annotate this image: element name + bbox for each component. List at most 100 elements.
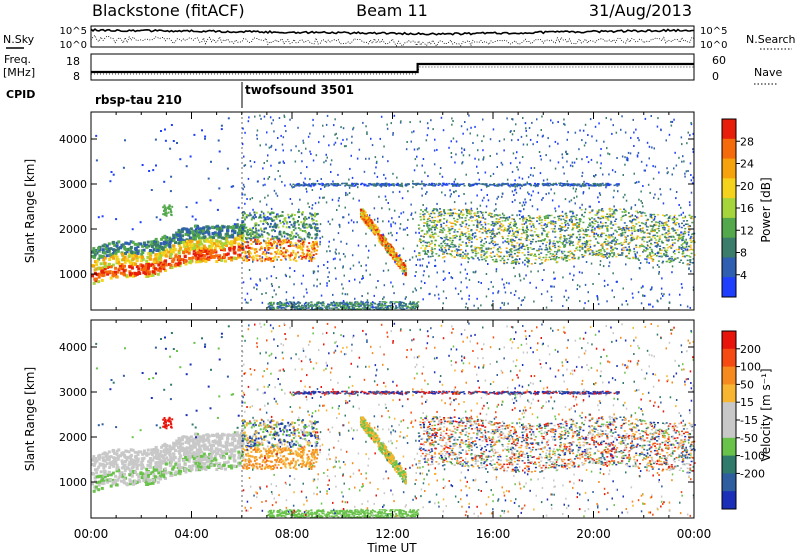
echo-cell (269, 304, 272, 307)
echo-cell (680, 244, 683, 246)
echo-cell (651, 217, 653, 219)
echo-cell (667, 240, 670, 242)
echo-cell (634, 257, 637, 260)
echo-cell (319, 243, 321, 246)
echo-cell (464, 235, 467, 238)
echo-cell (662, 260, 665, 263)
echo-cell (532, 223, 535, 225)
echo-cell (436, 220, 439, 222)
echo-cell (132, 274, 135, 278)
echo-cell (308, 257, 311, 260)
echo-cell (369, 226, 372, 229)
echo-cell (591, 252, 594, 254)
echo-cell (337, 308, 340, 310)
echo-cell (547, 216, 549, 218)
echo-cell (661, 226, 664, 229)
echo-cell (483, 183, 486, 186)
echo-cell (560, 236, 563, 238)
echo-cell (442, 183, 445, 186)
echo-cell (511, 218, 514, 220)
echo-cell (115, 255, 119, 259)
echo-cell (511, 185, 514, 187)
echo-cell (286, 250, 289, 253)
echo-cell (440, 242, 443, 245)
echo-cell (553, 242, 556, 245)
echo-cell (464, 268, 467, 271)
echo-cell (587, 183, 590, 185)
echo-cell (485, 231, 488, 233)
echo-cell (628, 242, 631, 244)
echo-cell (109, 247, 113, 251)
echo-cell (689, 244, 692, 247)
echo-cell (403, 269, 405, 272)
echo-cell (453, 256, 456, 258)
echo-cell (369, 227, 372, 230)
echo-cell (458, 215, 460, 217)
echo-cell (659, 249, 661, 251)
echo-cell (667, 247, 669, 249)
echo-cell (475, 247, 478, 249)
echo-cell (531, 234, 534, 236)
echo-cell (679, 234, 682, 236)
echo-cell (187, 233, 191, 237)
echo-cell (468, 224, 471, 227)
echo-cell (402, 308, 405, 310)
echo-cell (263, 215, 266, 218)
echo-cell (471, 220, 473, 222)
echo-cell (317, 307, 320, 309)
echo-cell (184, 248, 188, 251)
echo-cell (514, 230, 517, 233)
echo-cell (461, 162, 463, 165)
echo-cell (584, 241, 587, 243)
echo-cell (295, 260, 298, 263)
echo-cell (573, 183, 576, 185)
echo-cell (509, 230, 511, 233)
echo-cell (318, 302, 321, 304)
echo-cell (109, 276, 113, 280)
echo-cell (263, 259, 266, 262)
echo-cell (461, 257, 464, 259)
echo-cell (305, 255, 308, 258)
echo-cell (624, 227, 627, 229)
noise-right-tick-bottom: 10^0 (700, 40, 727, 51)
echo-cell (587, 184, 590, 187)
echo-cell (274, 215, 277, 218)
echo-cell (379, 241, 382, 244)
echo-cell (396, 259, 399, 262)
echo-cell (442, 129, 445, 132)
echo-cell (198, 248, 202, 252)
echo-cell (91, 274, 95, 278)
echo-cell (460, 183, 463, 186)
noise-left-tick-top: 10^5 (60, 26, 87, 37)
echo-cell (353, 182, 356, 185)
echo-cell (151, 273, 155, 277)
echo-cell (516, 185, 518, 188)
echo-cell (279, 304, 282, 307)
echo-cell (535, 286, 537, 289)
echo-cell (156, 272, 160, 276)
echo-cell (493, 222, 496, 225)
echo-cell (654, 215, 657, 218)
echo-cell (323, 184, 325, 186)
echo-cell (267, 233, 270, 236)
echo-cell (495, 214, 498, 216)
echo-cell (595, 214, 598, 216)
echo-cell (520, 210, 522, 213)
echo-cell (665, 237, 668, 239)
echo-cell (311, 213, 313, 216)
echo-cell (454, 220, 457, 222)
beam-title: Beam 11 (356, 1, 428, 20)
echo-cell (185, 238, 189, 242)
echo-cell (277, 215, 280, 218)
echo-cell (518, 273, 521, 276)
echo-cell (339, 184, 342, 186)
echo-cell (597, 254, 600, 257)
echo-cell (628, 257, 631, 260)
echo-cell (592, 253, 595, 255)
echo-cell (687, 233, 690, 236)
echo-cell (467, 230, 470, 233)
echo-cell (648, 145, 651, 148)
echo-cell (259, 278, 261, 281)
echo-cell (114, 248, 118, 252)
echo-cell (344, 304, 347, 307)
